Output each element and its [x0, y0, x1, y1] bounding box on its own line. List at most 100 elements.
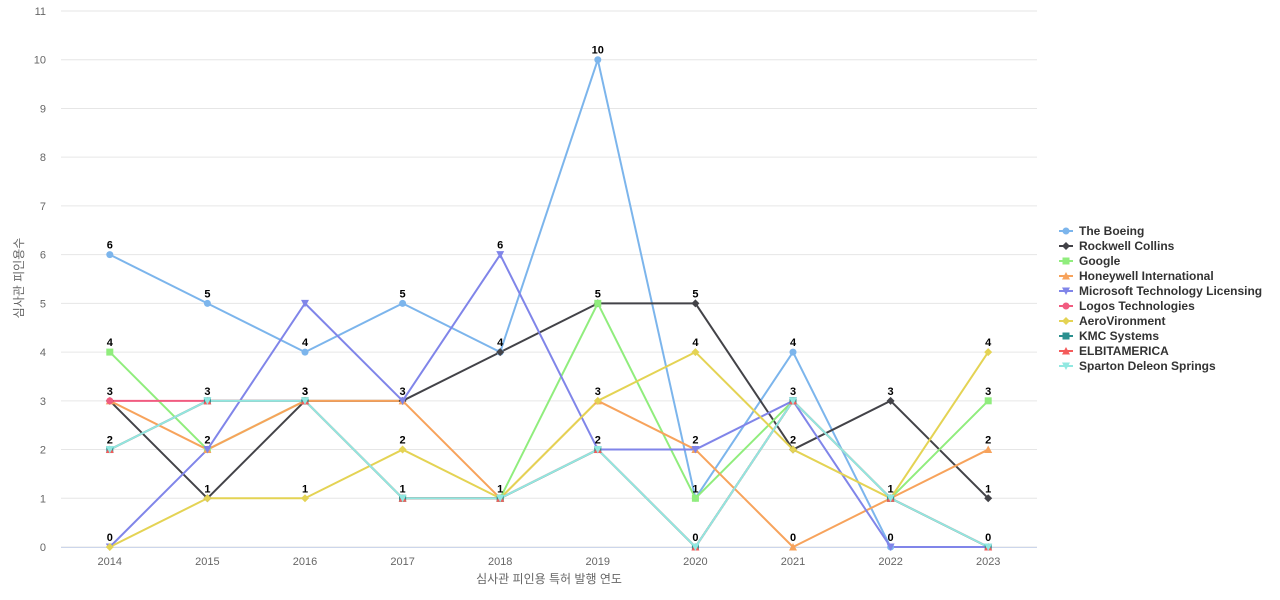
data-label: 3: [595, 386, 601, 398]
point-sparton-deleon-springs[interactable]: [789, 397, 797, 405]
point-the-boeing[interactable]: [106, 251, 114, 259]
legend-item-logos-technologies[interactable]: Logos Technologies: [1059, 299, 1195, 313]
point-the-boeing[interactable]: [789, 348, 797, 356]
point-aerovironment[interactable]: [691, 348, 700, 357]
data-label: 1: [692, 483, 698, 495]
data-label: 2: [692, 435, 698, 447]
y-axis-title: 심사관 피인용수: [12, 238, 26, 319]
x-tick-label: 2023: [976, 556, 1000, 568]
point-sparton-deleon-springs[interactable]: [691, 543, 700, 552]
point-google[interactable]: [984, 397, 992, 405]
legend-item-honeywell-international[interactable]: Honeywell International: [1059, 269, 1214, 283]
data-label: 5: [204, 288, 210, 300]
point-honeywell-international[interactable]: [984, 445, 993, 454]
legend-symbol: [1062, 302, 1070, 310]
data-label: 6: [107, 240, 113, 252]
point-google[interactable]: [106, 348, 114, 356]
data-label: 0: [888, 532, 894, 544]
data-label: 1: [497, 483, 503, 495]
point-sparton-deleon-springs[interactable]: [203, 397, 212, 405]
data-label: 3: [985, 386, 991, 398]
point-sparton-deleon-springs[interactable]: [105, 446, 114, 454]
point-google[interactable]: [691, 494, 699, 502]
point-honeywell-international[interactable]: [789, 543, 797, 551]
legend-label: Rockwell Collins: [1079, 239, 1175, 253]
legend-item-sparton-deleon-springs[interactable]: Sparton Deleon Springs: [1059, 359, 1216, 373]
point-sparton-deleon-springs[interactable]: [984, 543, 993, 552]
data-label: 3: [400, 386, 406, 398]
legend-symbol: [1062, 272, 1070, 280]
point-aerovironment[interactable]: [203, 494, 212, 503]
legend-item-elbitamerica[interactable]: ELBITAMERICA: [1059, 344, 1169, 358]
point-sparton-deleon-springs[interactable]: [593, 446, 602, 454]
data-label: 4: [790, 337, 797, 349]
series-line-sparton-deleon-springs[interactable]: [108, 399, 990, 548]
point-sparton-deleon-springs[interactable]: [301, 397, 309, 405]
point-aerovironment[interactable]: [105, 543, 114, 551]
data-label: 2: [400, 435, 406, 447]
legend-item-rockwell-collins[interactable]: Rockwell Collins: [1059, 239, 1175, 253]
legend-label: AeroVironment: [1079, 314, 1165, 328]
point-aerovironment[interactable]: [398, 445, 407, 454]
point-the-boeing[interactable]: [203, 299, 211, 307]
y-tick-label: 1: [40, 493, 46, 505]
x-tick-label: 2021: [781, 556, 805, 568]
point-sparton-deleon-springs[interactable]: [496, 494, 505, 503]
series-line-aerovironment[interactable]: [108, 351, 990, 548]
data-label: 3: [302, 386, 308, 398]
point-google[interactable]: [594, 299, 602, 307]
legend-item-kmc-systems[interactable]: KMC Systems: [1059, 329, 1159, 343]
legend-label: KMC Systems: [1079, 329, 1159, 343]
x-tick-label: 2015: [195, 556, 219, 568]
data-label: 0: [692, 532, 698, 544]
point-logos-technologies[interactable]: [106, 397, 114, 405]
data-label: 2: [790, 435, 796, 447]
x-tick-label: 2020: [683, 556, 707, 568]
y-tick-label: 4: [40, 347, 46, 359]
point-microsoft-technology-licensing[interactable]: [203, 446, 212, 454]
legend-label: ELBITAMERICA: [1079, 344, 1169, 358]
point-sparton-deleon-springs[interactable]: [886, 494, 895, 503]
data-label: 2: [595, 435, 601, 447]
point-the-boeing[interactable]: [594, 56, 602, 64]
point-sparton-deleon-springs[interactable]: [398, 494, 407, 503]
x-tick-label: 2019: [586, 556, 610, 568]
legend-label: Google: [1079, 254, 1121, 268]
legend-item-microsoft-technology-licensing[interactable]: Microsoft Technology Licensing: [1059, 284, 1262, 298]
legend-symbol: [1062, 257, 1070, 265]
point-rockwell-collins[interactable]: [691, 299, 700, 308]
x-tick-label: 2014: [98, 556, 122, 568]
point-the-boeing[interactable]: [399, 299, 407, 307]
legend-item-the-boeing[interactable]: The Boeing: [1059, 224, 1144, 238]
legend-item-google[interactable]: Google: [1059, 254, 1121, 268]
gridlines: [61, 10, 1037, 548]
point-rockwell-collins[interactable]: [984, 494, 993, 503]
legend-label: The Boeing: [1079, 224, 1144, 238]
point-aerovironment[interactable]: [789, 445, 797, 454]
legend-label: Honeywell International: [1079, 269, 1214, 283]
point-microsoft-technology-licensing[interactable]: [886, 543, 895, 552]
point-rockwell-collins[interactable]: [496, 348, 505, 357]
point-microsoft-technology-licensing[interactable]: [301, 299, 309, 308]
point-aerovironment[interactable]: [984, 348, 993, 357]
point-the-boeing[interactable]: [301, 348, 309, 356]
point-microsoft-technology-licensing[interactable]: [496, 251, 505, 259]
data-label: 0: [985, 532, 991, 544]
legend-symbol: [1062, 317, 1070, 325]
point-microsoft-technology-licensing[interactable]: [398, 397, 407, 405]
legend-label: Logos Technologies: [1079, 299, 1195, 313]
point-microsoft-technology-licensing[interactable]: [691, 446, 700, 454]
data-label: 4: [692, 337, 699, 349]
legend-item-aerovironment[interactable]: AeroVironment: [1059, 314, 1165, 328]
data-label: 1: [204, 483, 210, 495]
legend-symbol: [1062, 362, 1070, 370]
point-aerovironment[interactable]: [593, 396, 602, 405]
point-rockwell-collins[interactable]: [886, 396, 895, 405]
x-tick-label: 2017: [390, 556, 414, 568]
point-aerovironment[interactable]: [301, 494, 309, 503]
data-label: 3: [888, 386, 894, 398]
series-line-rockwell-collins[interactable]: [108, 302, 990, 500]
